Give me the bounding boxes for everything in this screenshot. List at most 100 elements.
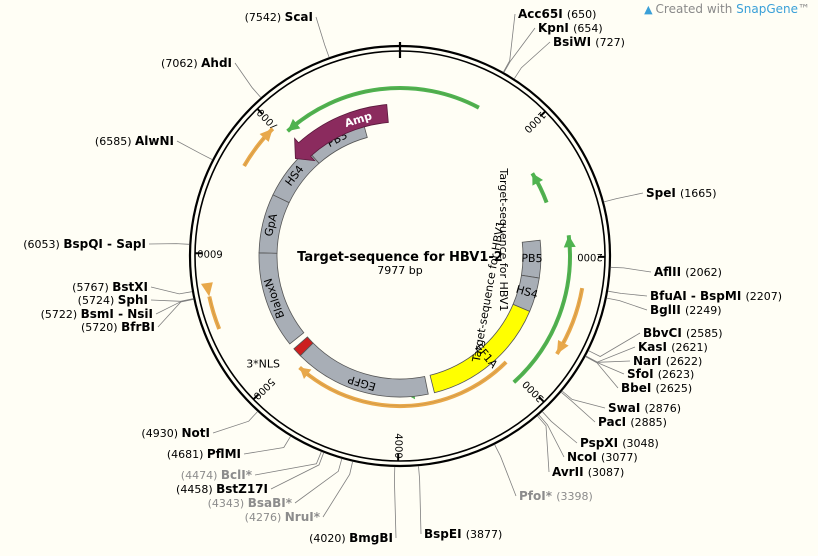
site-position: (4474) bbox=[181, 469, 221, 482]
site-label-nrui-[interactable]: (4276) NruI* bbox=[245, 510, 321, 524]
site-label-paci[interactable]: PacI (2885) bbox=[598, 415, 667, 429]
site-label-bstz17i[interactable]: (4458) BstZ17I bbox=[176, 482, 268, 496]
site-position: (2622) bbox=[666, 355, 703, 368]
orf-arc-right-1-arrowhead bbox=[532, 173, 544, 186]
site-name: BfrBI bbox=[121, 320, 155, 334]
site-name: SwaI bbox=[608, 401, 644, 415]
site-name: ScaI bbox=[285, 10, 313, 24]
site-position: (3077) bbox=[601, 451, 638, 464]
site-name: SfoI bbox=[627, 367, 658, 381]
site-leader-line bbox=[418, 466, 422, 535]
site-label-bspqi-sapi[interactable]: (6053) BspQI - SapI bbox=[23, 237, 146, 251]
site-label-bmgbi[interactable]: (4020) BmgBI bbox=[309, 531, 393, 545]
site-label-aflii[interactable]: AflII (2062) bbox=[654, 265, 722, 279]
site-name: KpnI bbox=[538, 21, 573, 35]
site-name: Acc65I bbox=[518, 7, 567, 21]
orf-arc-right-2-arrowhead bbox=[563, 235, 576, 248]
site-label-kasi[interactable]: KasI (2621) bbox=[638, 340, 708, 354]
site-leader-line bbox=[603, 192, 644, 203]
feature-3nls[interactable] bbox=[293, 336, 314, 357]
site-position: (5767) bbox=[72, 281, 112, 294]
site-label-acc65i[interactable]: Acc65I (650) bbox=[518, 7, 596, 21]
site-name: AvrII bbox=[552, 465, 588, 479]
site-name: BsaBI* bbox=[248, 496, 293, 510]
site-position: (4458) bbox=[176, 483, 216, 496]
site-name: BsiWI bbox=[553, 35, 595, 49]
site-position: (2249) bbox=[685, 304, 722, 317]
site-name: NarI bbox=[633, 354, 666, 368]
tick-mark bbox=[538, 396, 545, 403]
site-name: PacI bbox=[598, 415, 630, 429]
site-position: (3048) bbox=[622, 437, 659, 450]
site-name: AlwNI bbox=[135, 134, 174, 148]
site-label-alwni[interactable]: (6585) AlwNI bbox=[95, 134, 174, 148]
orf-arc-bottom-orange-edge bbox=[299, 361, 507, 407]
snapgene-watermark: ▲ Created with SnapGene™ bbox=[644, 2, 810, 16]
site-leader-line bbox=[294, 458, 343, 504]
watermark-prefix: Created with bbox=[655, 2, 737, 16]
orf-arc-right-2 bbox=[512, 235, 572, 384]
tick-label: 6000 bbox=[197, 247, 223, 258]
site-name: PspXI bbox=[580, 436, 622, 450]
site-leader-line bbox=[606, 297, 648, 311]
site-label-scai[interactable]: (7542) ScaI bbox=[245, 10, 313, 24]
tick-label: 1000 bbox=[522, 109, 548, 135]
feature-ef1a[interactable] bbox=[429, 303, 531, 394]
site-position: (654) bbox=[573, 22, 603, 35]
insert-label: Target-sequence for HBV1 bbox=[497, 167, 510, 311]
site-label-spei[interactable]: SpeI (1665) bbox=[646, 186, 717, 200]
orf-arc-bottom-orange bbox=[298, 360, 508, 409]
site-label-ahdi[interactable]: (7062) AhdI bbox=[161, 56, 232, 70]
site-position: (4681) bbox=[167, 448, 207, 461]
site-label-avrii[interactable]: AvrII (3087) bbox=[552, 465, 624, 479]
restriction-sites[interactable]: (7542) ScaI (7062) AhdI (6585) AlwNI (6053)… bbox=[23, 7, 782, 545]
site-label-bstxi[interactable]: (5767) BstXI bbox=[72, 280, 148, 294]
site-position: (727) bbox=[595, 36, 625, 49]
tick-mark bbox=[539, 110, 546, 118]
site-label-swai[interactable]: SwaI (2876) bbox=[608, 401, 681, 415]
site-label-pspxi[interactable]: PspXI (3048) bbox=[580, 436, 659, 450]
orf-arc-small-topleft-arrowhead bbox=[259, 128, 273, 142]
site-leader-line bbox=[393, 466, 397, 539]
site-label-bcli-[interactable]: (4474) BclI* bbox=[181, 468, 253, 482]
feature-blaloxn[interactable] bbox=[258, 252, 305, 345]
site-label-bfrbi[interactable]: (5720) BfrBI bbox=[81, 320, 155, 334]
site-label-pflmi[interactable]: (4681) PflMI bbox=[167, 447, 241, 461]
site-position: (4020) bbox=[309, 532, 349, 545]
site-name: SpeI bbox=[646, 186, 680, 200]
site-leader-line bbox=[610, 266, 652, 273]
site-position: (4930) bbox=[141, 427, 181, 440]
site-name: BclI* bbox=[221, 468, 253, 482]
site-label-ncoi[interactable]: NcoI (3077) bbox=[567, 450, 638, 464]
site-label-bsabi-[interactable]: (4343) BsaBI* bbox=[208, 496, 293, 510]
site-position: (6585) bbox=[95, 135, 135, 148]
feature-amp[interactable] bbox=[294, 104, 389, 162]
site-name: BfuAI - BspMI bbox=[650, 289, 745, 303]
site-label-bsiwi[interactable]: BsiWI (727) bbox=[553, 35, 625, 49]
site-position: (3087) bbox=[588, 466, 625, 479]
tick-label: 3000 bbox=[521, 378, 547, 404]
site-label-bspei[interactable]: BspEI (3877) bbox=[424, 527, 502, 541]
site-label-sphi[interactable]: (5724) SphI bbox=[78, 293, 148, 307]
site-label-pfoi-[interactable]: PfoI* (3398) bbox=[519, 489, 593, 503]
orf-arc-amp-edge bbox=[287, 87, 480, 132]
site-label-noti[interactable]: (4930) NotI bbox=[141, 426, 210, 440]
site-label-bfuai-bspmi[interactable]: BfuAI - BspMI (2207) bbox=[650, 289, 782, 303]
site-position: (4276) bbox=[245, 511, 285, 524]
snapgene-logo-icon: ▲ bbox=[644, 3, 653, 16]
site-label-sfoi[interactable]: SfoI (2623) bbox=[627, 367, 694, 381]
site-leader-line bbox=[148, 243, 190, 245]
site-label-kpni[interactable]: KpnI (654) bbox=[538, 21, 603, 35]
site-position: (2885) bbox=[630, 416, 667, 429]
site-leader-line bbox=[503, 27, 536, 73]
site-name: BsmI - NsiI bbox=[81, 307, 153, 321]
site-leader-line bbox=[538, 414, 565, 458]
site-label-bglii[interactable]: BglII (2249) bbox=[650, 303, 722, 317]
site-label-bsmi-nsii[interactable]: (5722) BsmI - NsiI bbox=[41, 307, 153, 321]
site-label-nari[interactable]: NarI (2622) bbox=[633, 354, 702, 368]
site-label-bbei[interactable]: BbeI (2625) bbox=[621, 381, 692, 395]
site-label-bbvci[interactable]: BbvCI (2585) bbox=[643, 326, 723, 340]
site-position: (1665) bbox=[680, 187, 717, 200]
site-position: (2623) bbox=[658, 368, 695, 381]
